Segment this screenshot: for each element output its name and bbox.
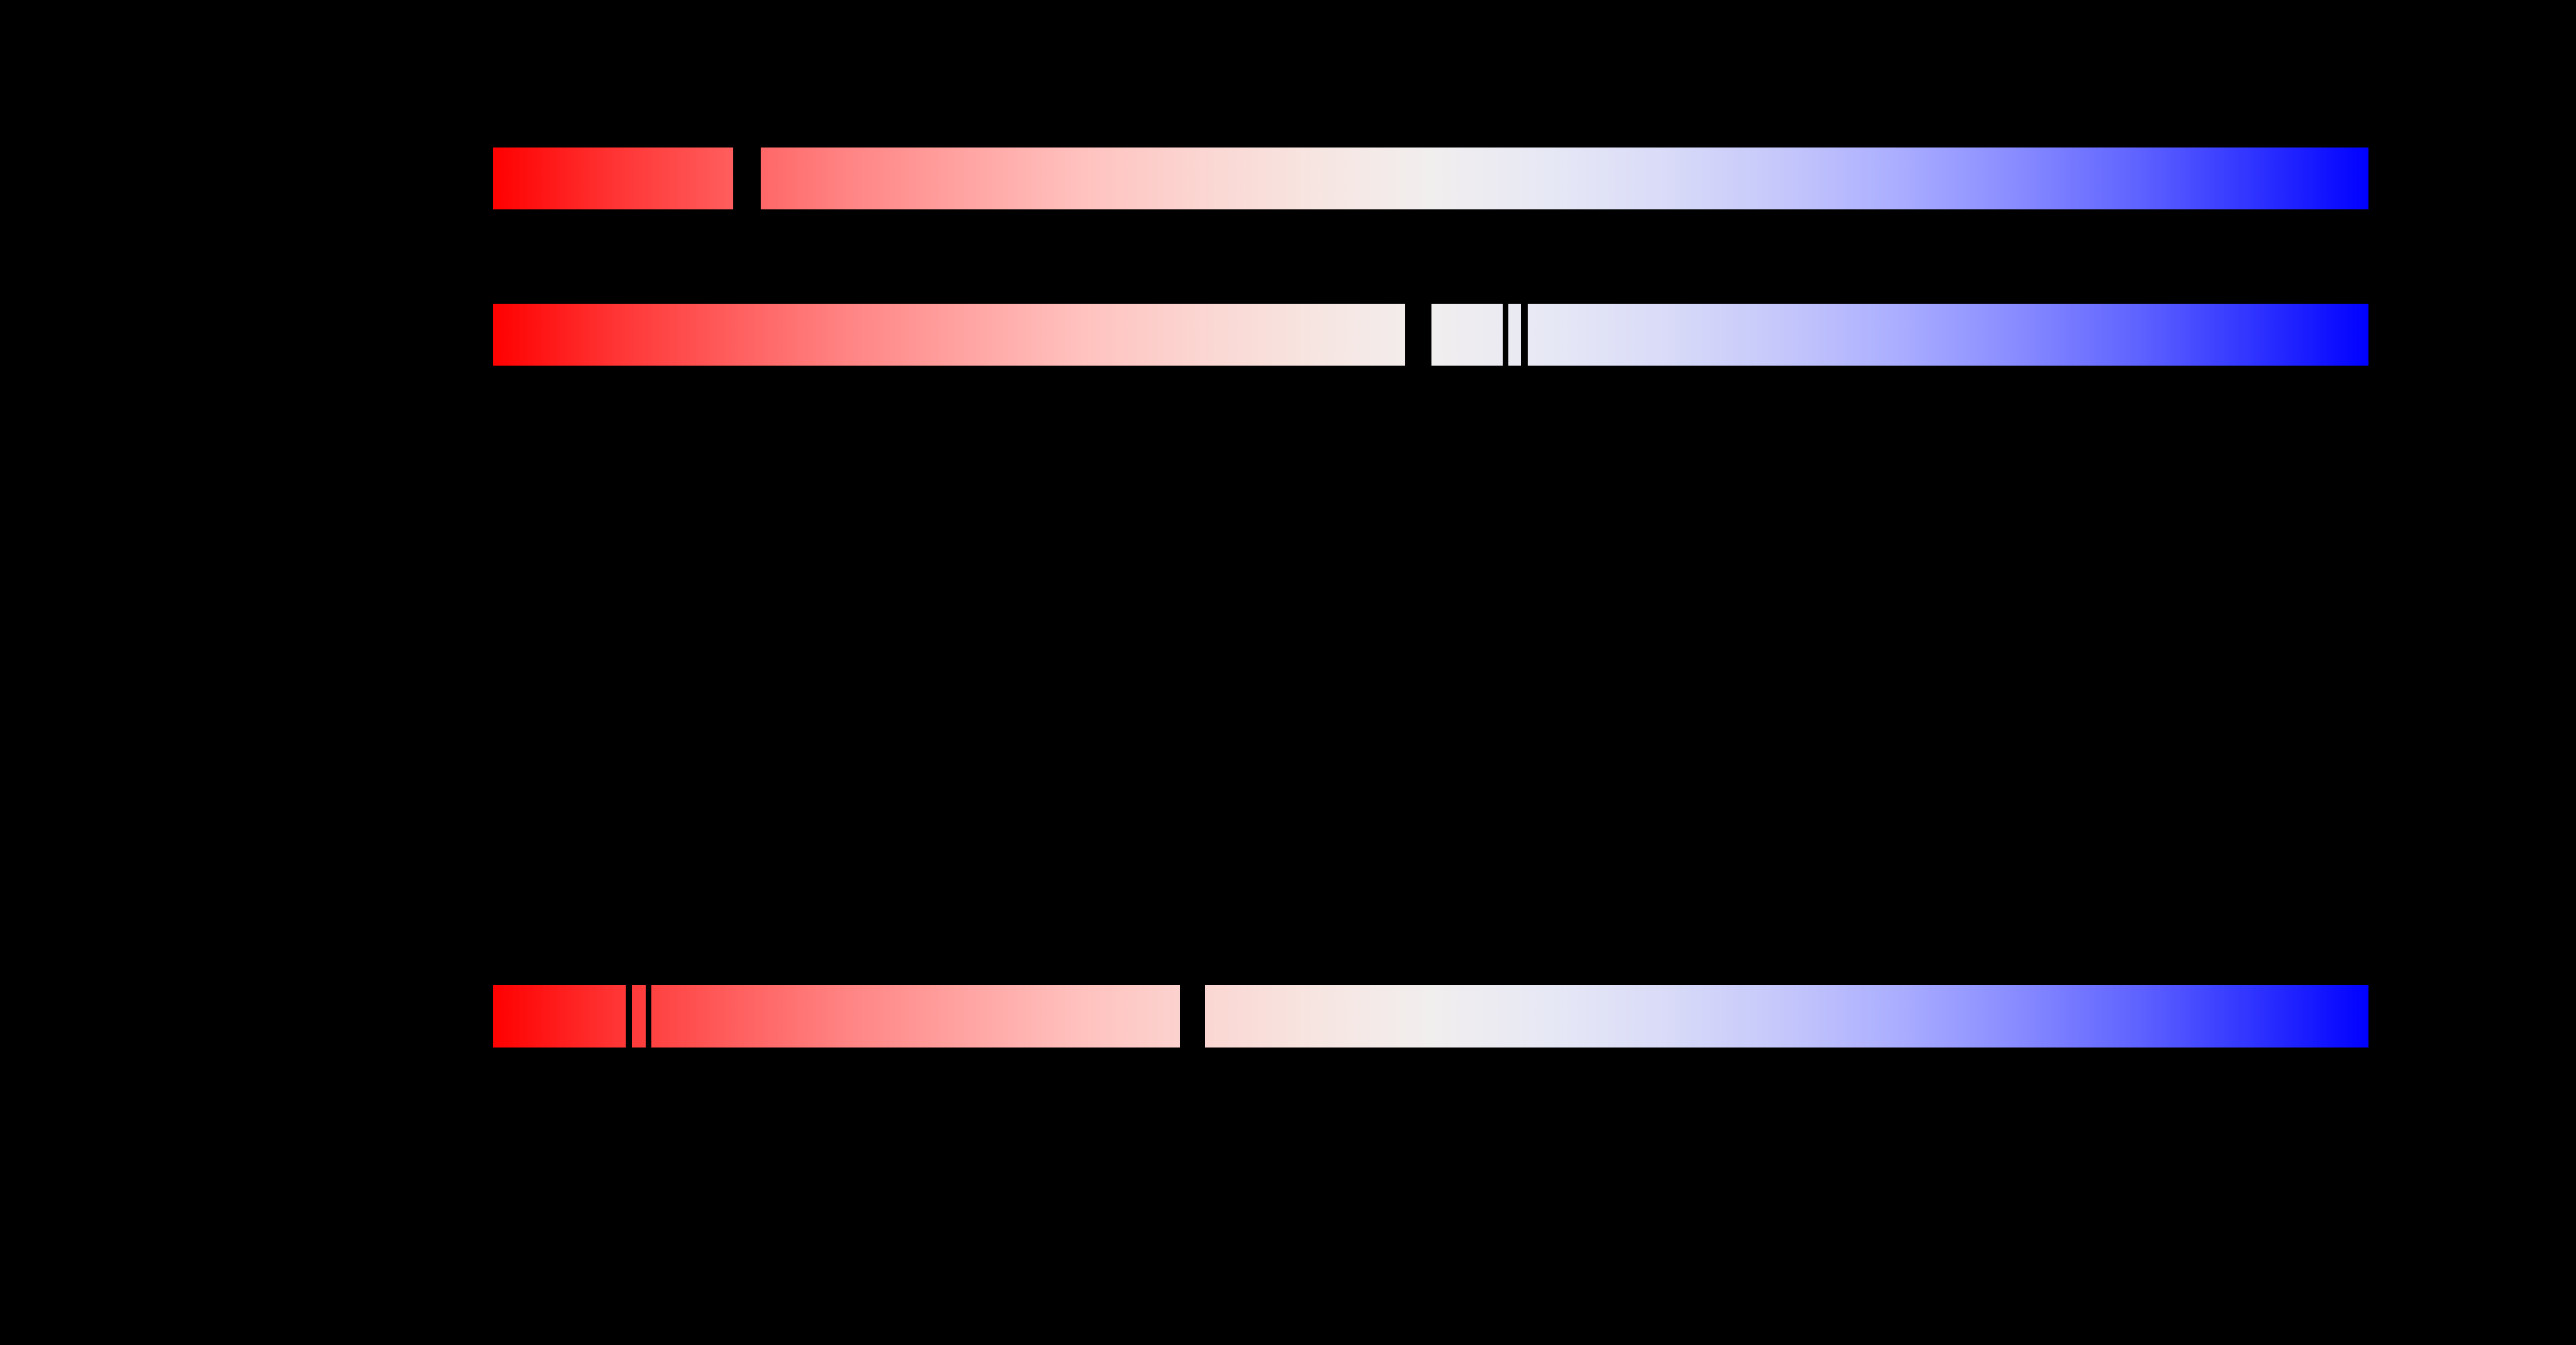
gap-slice xyxy=(626,984,632,1048)
gap-slice xyxy=(1502,303,1508,366)
gap-slice xyxy=(733,146,761,210)
gap-slice xyxy=(1521,303,1528,366)
gradient-bar-track-1 xyxy=(493,146,2368,210)
gradient-bar-track-3 xyxy=(493,984,2368,1048)
gap-slice xyxy=(1180,984,1205,1048)
gap-slice xyxy=(1405,303,1431,366)
gap-slice xyxy=(645,984,651,1048)
gradient-bar-track-2 xyxy=(493,303,2368,366)
